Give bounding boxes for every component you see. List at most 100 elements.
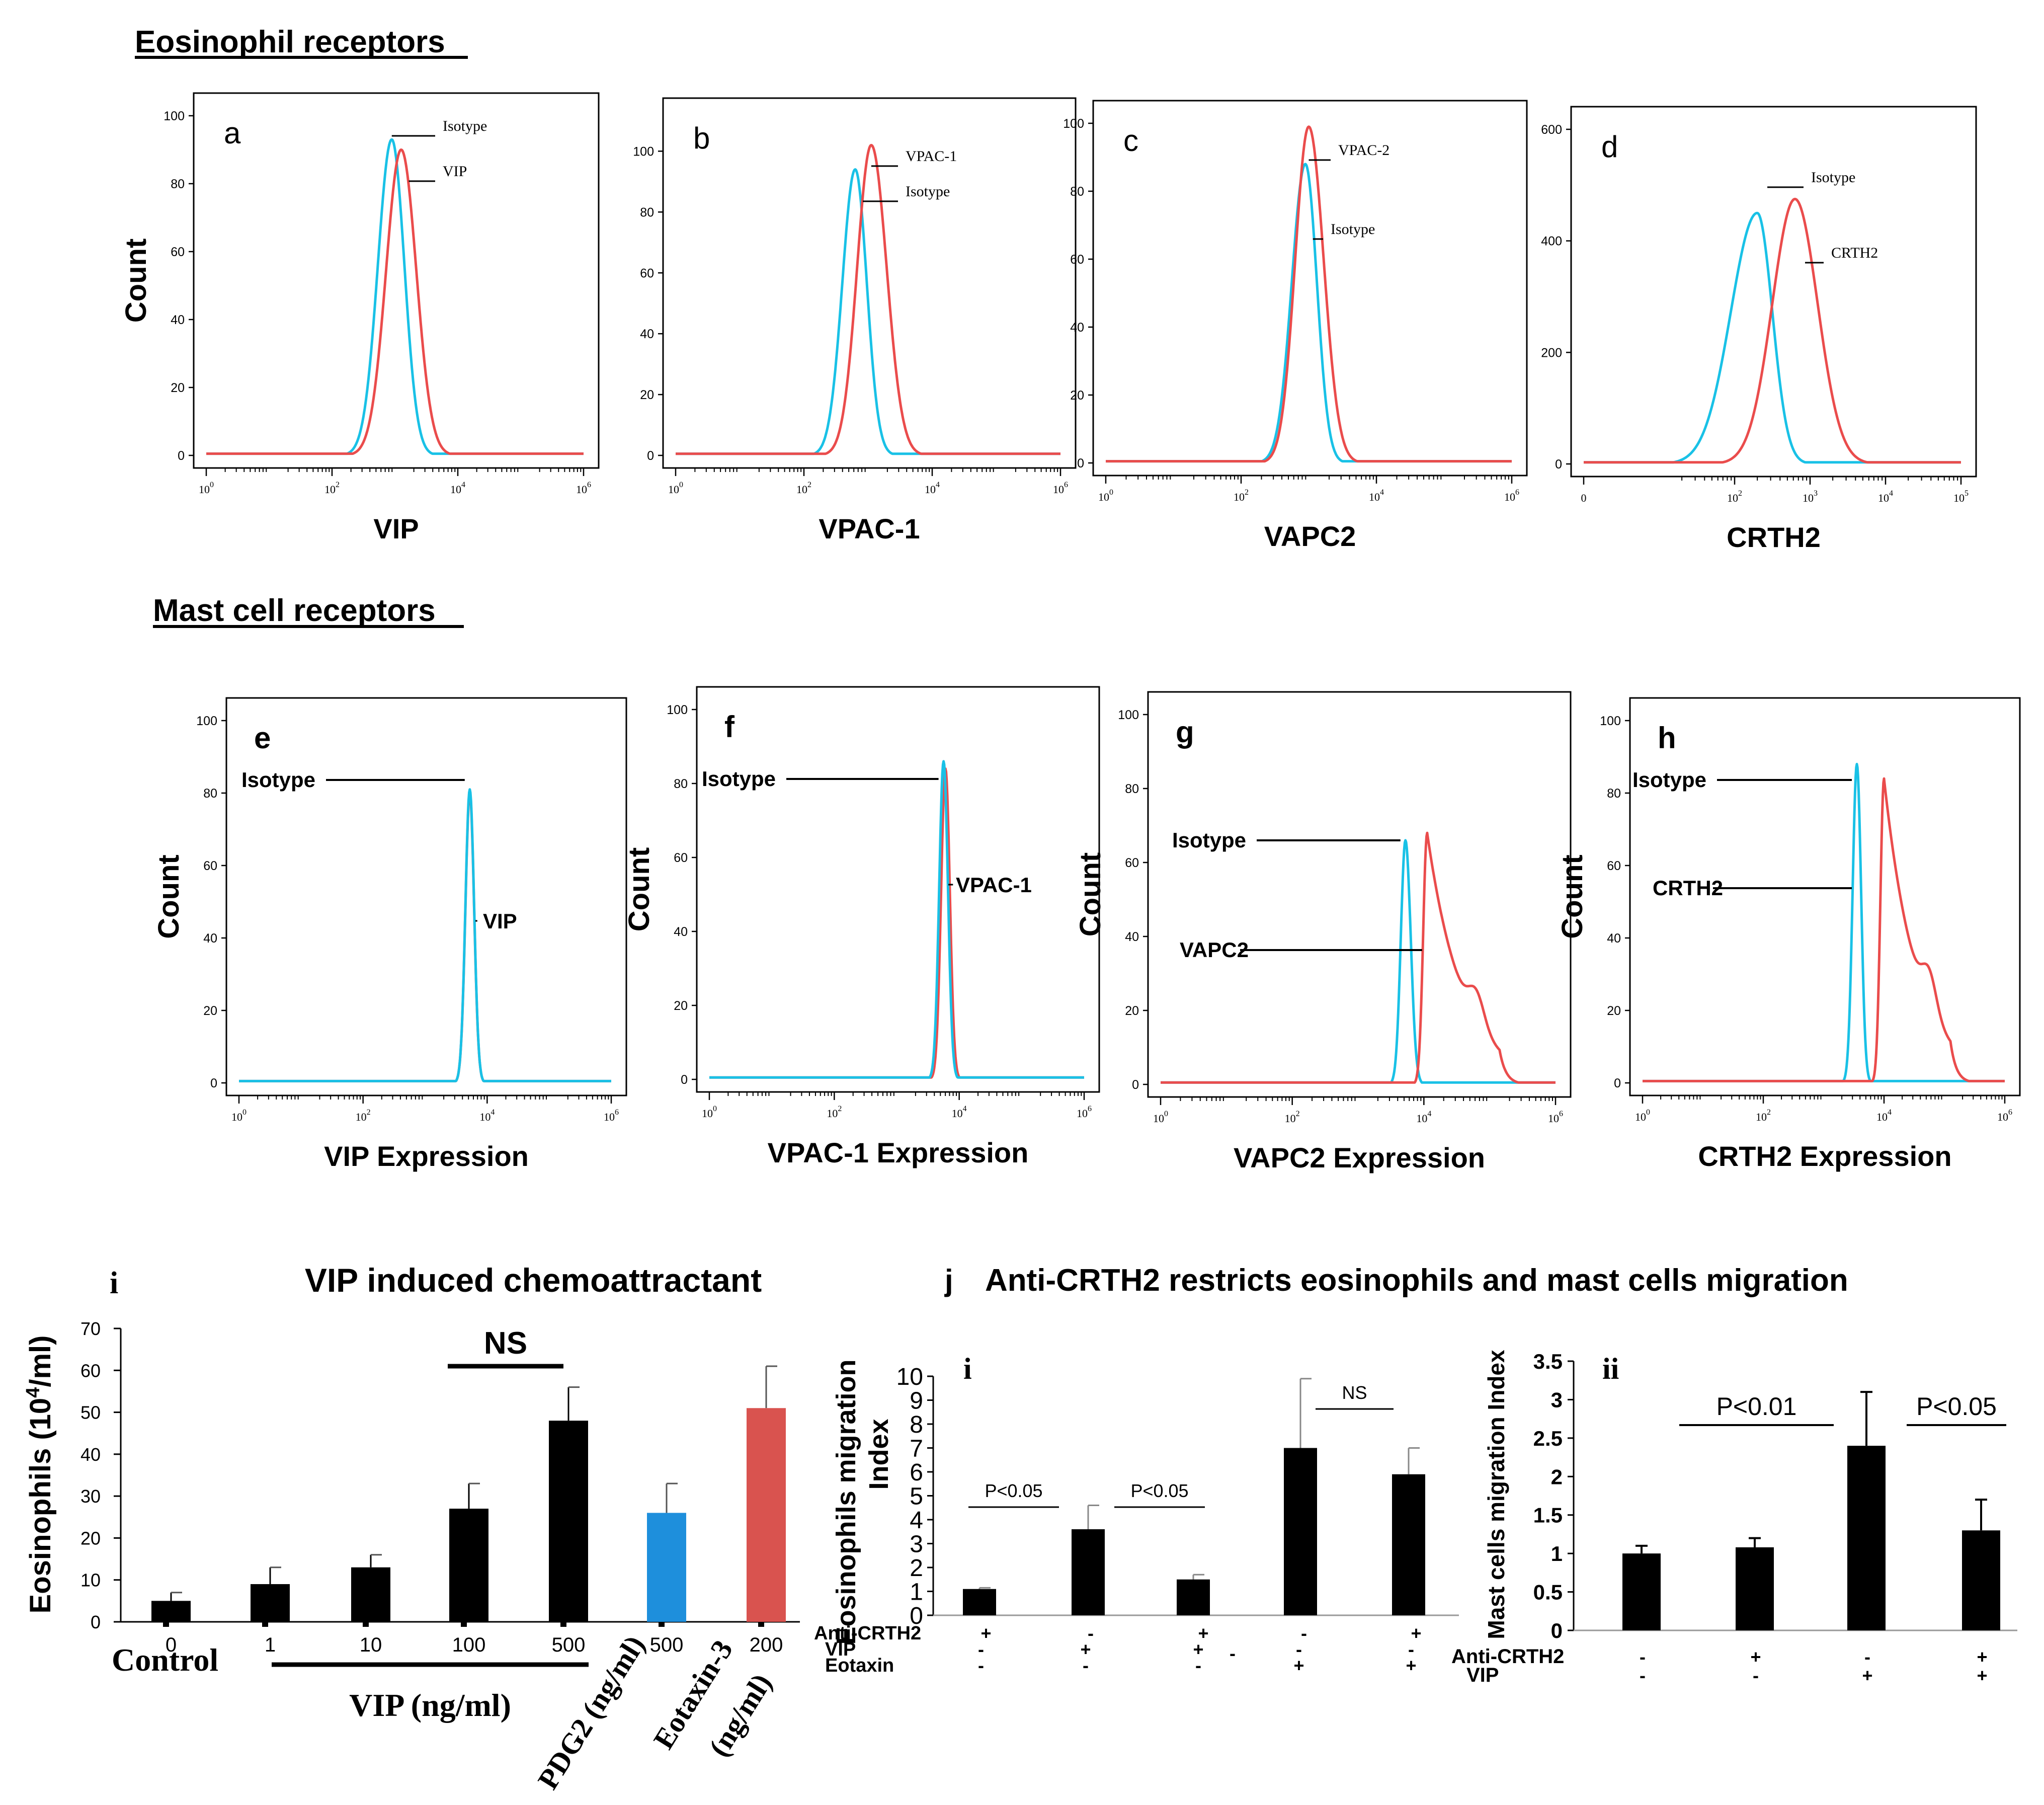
curve-isotype — [238, 788, 612, 1082]
chart-title: VIP induced chemoattractant — [305, 1262, 762, 1299]
bar — [251, 1584, 290, 1622]
bar-chart-j: j Anti-CRTH2 restricts eosinophils and ma… — [814, 1263, 2017, 1686]
x-tick-label: 104 — [1878, 489, 1893, 504]
series-label: Isotype — [241, 768, 315, 792]
y-tick-label: 100 — [667, 703, 688, 717]
y-tick-label: 0 — [1555, 457, 1562, 472]
histogram-panel-g: 0 20 40 60 80 100 100 102 104 106 g VAPC2 Expressio… — [1074, 691, 1572, 1173]
series-label: Isotype — [1811, 169, 1855, 186]
y-tick-label: 10 — [80, 1570, 101, 1591]
x-tick-label: 104 — [925, 481, 940, 496]
y-tick-label: 3.5 — [1533, 1350, 1563, 1373]
y-tick-label: 20 — [674, 999, 688, 1013]
x-tick-label: 102 — [1756, 1108, 1771, 1123]
bar — [963, 1589, 996, 1615]
series-label: VPAC-1 — [906, 148, 957, 165]
bar — [151, 1601, 191, 1622]
x-tick-label: 106 — [604, 1108, 619, 1123]
y-tick-label: 9 — [910, 1388, 923, 1415]
sign: - — [1083, 1655, 1089, 1676]
x-tick-label: 100 — [1635, 1108, 1650, 1123]
y-tick-label: 40 — [674, 925, 688, 939]
plot-frame — [225, 697, 627, 1096]
sign: + — [1293, 1655, 1304, 1676]
sign: - — [1753, 1665, 1759, 1686]
histogram-panel-b: 0 20 40 60 80 100 100 102 104 106 b VPAC-1 VPAC-1 Iso… — [633, 97, 1077, 544]
series-label: VIP — [443, 163, 467, 180]
x-tick-label: 100 — [702, 1105, 717, 1120]
panel-letter: c — [1123, 124, 1138, 158]
plot-frame — [193, 92, 600, 469]
y-tick-label: 0 — [1077, 456, 1084, 470]
x-tick-label: 102 — [1727, 489, 1742, 504]
panel-letter: e — [254, 721, 271, 755]
row-label: VIP — [825, 1639, 856, 1660]
y-tick-label: 200 — [1541, 346, 1562, 360]
y-tick-label: 60 — [1125, 856, 1139, 870]
y-tick-label: 4 — [910, 1507, 923, 1534]
bar — [1284, 1448, 1317, 1615]
x-tick-label: 104 — [1369, 488, 1384, 503]
y-tick-label: 80 — [1070, 185, 1084, 199]
sign: + — [1977, 1665, 1987, 1686]
bar — [747, 1408, 786, 1622]
sign: - — [1230, 1643, 1236, 1664]
y-axis-label: Count — [1074, 852, 1107, 937]
x-tick-label: 102 — [827, 1105, 842, 1120]
series-label: Isotype — [443, 118, 487, 134]
x-tick-label: 104 — [479, 1108, 495, 1123]
row-label: VIP — [1466, 1664, 1499, 1686]
group-label-vip: VIP (ng/ml) — [349, 1687, 511, 1723]
y-tick-label: 60 — [1070, 253, 1084, 267]
y-tick-label: 80 — [640, 205, 654, 219]
y-tick-label: 80 — [1125, 782, 1139, 796]
y-tick-label: 100 — [196, 714, 217, 728]
bar — [1736, 1547, 1774, 1630]
y-tick-label: 1 — [910, 1579, 923, 1606]
x-axis-label: VIP Expression — [324, 1140, 529, 1172]
series-label: CRTH2 — [1653, 876, 1723, 900]
sign: + — [1411, 1623, 1421, 1643]
y-axis-label-2: Index — [864, 1419, 894, 1489]
curve-isotype — [205, 138, 585, 455]
x-tick-label: 100 — [231, 1108, 247, 1123]
curve-crth2 — [1583, 198, 1961, 464]
bar — [1962, 1530, 2000, 1630]
x-tick-label: 106 — [1077, 1105, 1092, 1120]
significance-label: P<0.01 — [1716, 1392, 1797, 1421]
y-axis-label: Count — [623, 847, 656, 932]
curve-isotype — [1642, 762, 2006, 1082]
panel-letter: j — [944, 1264, 953, 1297]
category-label: 500 — [650, 1634, 684, 1656]
x-axis-label: VAPC2 Expression — [1234, 1142, 1485, 1173]
row-label: Anti-CRTH2 — [1451, 1645, 1564, 1668]
curve-vpac-2 — [1105, 125, 1513, 463]
series-label: CRTH2 — [1831, 245, 1878, 261]
y-tick-label: 30 — [80, 1486, 101, 1507]
sign: + — [1080, 1639, 1091, 1660]
panel-letter: g — [1176, 715, 1194, 749]
bar — [449, 1509, 488, 1622]
series-label: VIP — [483, 909, 517, 933]
y-tick-label: 80 — [171, 177, 185, 191]
curve-isotype — [708, 760, 1085, 1079]
x-axis-label: CRTH2 — [1727, 521, 1821, 553]
histogram-panel-a: 0 20 40 60 80 100 100 102 104 106 a VIP Count Isotype… — [120, 92, 600, 544]
x-tick-label: 100 — [1098, 488, 1113, 503]
panel-letter: d — [1601, 130, 1618, 164]
group-label-control: Control — [112, 1642, 218, 1678]
sign: + — [1193, 1639, 1203, 1660]
y-tick-label: 60 — [203, 859, 217, 873]
x-tick-label: 104 — [450, 481, 465, 496]
subpanel-letter: ii — [1602, 1352, 1619, 1385]
x-tick-label: 100 — [199, 481, 214, 496]
y-tick-label: 50 — [80, 1402, 101, 1423]
ns-annotation: NS — [484, 1326, 527, 1361]
sign: + — [1198, 1623, 1208, 1643]
y-tick-label: 20 — [203, 1004, 217, 1018]
significance-label: NS — [1342, 1382, 1367, 1403]
x-axis-label: CRTH2 Expression — [1698, 1140, 1951, 1172]
x-axis-label: VAPC2 — [1264, 520, 1356, 552]
x-tick-label: 106 — [1997, 1108, 2012, 1123]
